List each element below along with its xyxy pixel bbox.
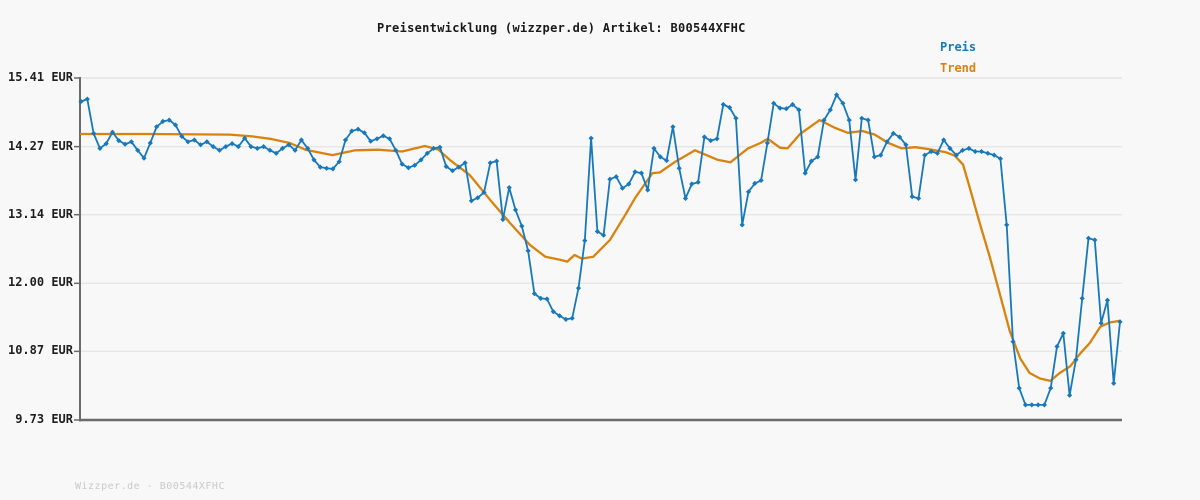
legend-item-trend: Trend — [940, 61, 977, 75]
y-axis-label: 12.00 EUR — [7, 275, 73, 290]
y-axis-label: 13.14 EUR — [7, 206, 73, 221]
y-axis-label: 9.73 EUR — [15, 412, 73, 426]
trend-line — [79, 118, 1122, 383]
legend-item-preis: Preis — [940, 40, 977, 54]
watermark-text: Wizzper.de - B00544XFHC — [75, 481, 225, 492]
y-axis-label: 14.27 EUR — [7, 138, 73, 153]
preis-line — [80, 94, 1121, 406]
y-axis-label: 10.87 EUR — [7, 343, 73, 358]
y-axis-label: 15.41 EUR — [7, 70, 73, 84]
page-title: Preisentwicklung (wizzper.de) Artikel: B… — [377, 21, 746, 35]
